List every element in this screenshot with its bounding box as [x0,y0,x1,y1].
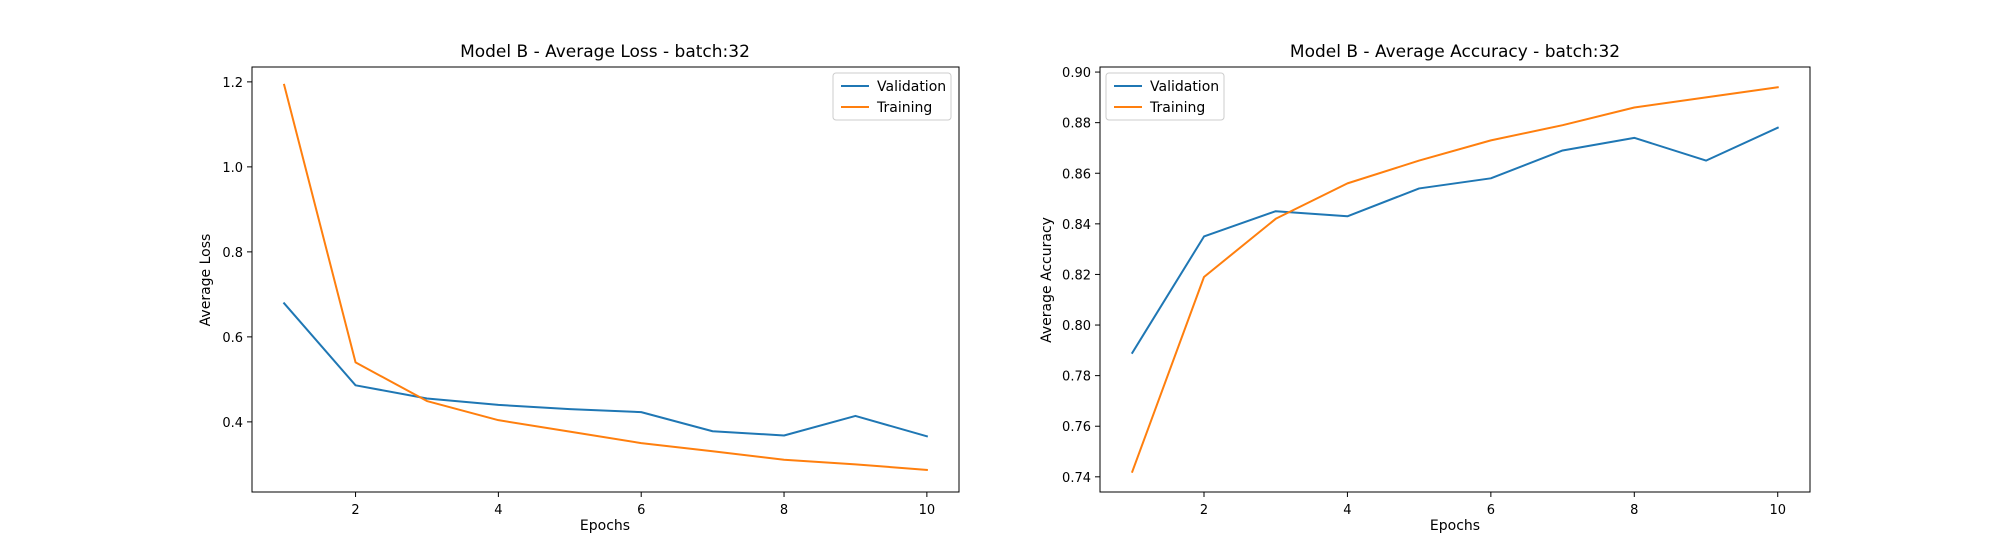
loss-x-tick-label: 4 [494,503,502,518]
loss-y-tick-label: 1.2 [222,76,243,91]
loss-plot-frame [251,66,960,493]
accuracy-series-validation-line [1130,126,1780,355]
accuracy-chart-title: Model B - Average Accuracy - batch:32 [1290,42,1620,62]
accuracy-x-tick-label: 10 [1769,503,1786,518]
accuracy-legend-box [1105,72,1225,121]
loss-x-tick-label: 2 [351,503,359,518]
accuracy-x-tick-label: 2 [1200,503,1208,518]
accuracy-y-tick-label: 0.90 [1062,66,1091,81]
loss-chart-xlabel: Epochs [580,518,630,534]
accuracy-legend-label-validation: Validation [1150,79,1219,95]
loss-legend-label-training: Training [876,100,932,116]
loss-legend-label-validation: Validation [877,79,946,95]
loss-y-tick-label: 1.0 [222,161,243,176]
loss-x-tick-label: 6 [637,503,645,518]
loss-y-tick-label: 0.6 [222,331,243,346]
loss-y-tick-label: 0.4 [222,416,243,431]
accuracy-y-tick-label: 0.86 [1062,167,1091,182]
loss-y-tick-label: 0.8 [222,246,243,261]
accuracy-chart-ylabel: Average Accuracy [1039,217,1055,343]
accuracy-legend-label-training: Training [1149,100,1205,116]
loss-legend: Validation Training [832,72,952,121]
accuracy-y-tick-label: 0.76 [1062,420,1091,435]
accuracy-y-tick-label: 0.82 [1062,268,1091,283]
accuracy-x-tick-label: 4 [1343,503,1351,518]
loss-x-tick-label: 8 [780,503,788,518]
accuracy-chart-xlabel: Epochs [1430,518,1480,534]
loss-chart: Model B - Average Loss - batch:32 Epochs… [198,42,960,534]
accuracy-y-tick-label: 0.88 [1062,117,1091,132]
loss-x-tick-label: 10 [919,503,936,518]
accuracy-chart: Model B - Average Accuracy - batch:32 Ep… [1039,42,1811,534]
accuracy-legend: Validation Training [1105,72,1225,121]
accuracy-series-training-line [1130,86,1779,474]
loss-legend-box [832,72,952,121]
accuracy-y-tick-label: 0.74 [1062,471,1091,486]
loss-chart-title: Model B - Average Loss - batch:32 [460,42,750,62]
loss-chart-ylabel: Average Loss [198,234,214,327]
accuracy-y-tick-label: 0.78 [1062,370,1091,385]
loss-series-training-line [282,83,928,471]
loss-series-validation-line [282,301,929,438]
accuracy-y-tick-label: 0.84 [1062,218,1091,233]
accuracy-x-tick-label: 8 [1630,503,1638,518]
accuracy-plot-frame [1099,66,1811,493]
accuracy-y-tick-label: 0.80 [1062,319,1091,334]
accuracy-x-tick-label: 6 [1487,503,1495,518]
